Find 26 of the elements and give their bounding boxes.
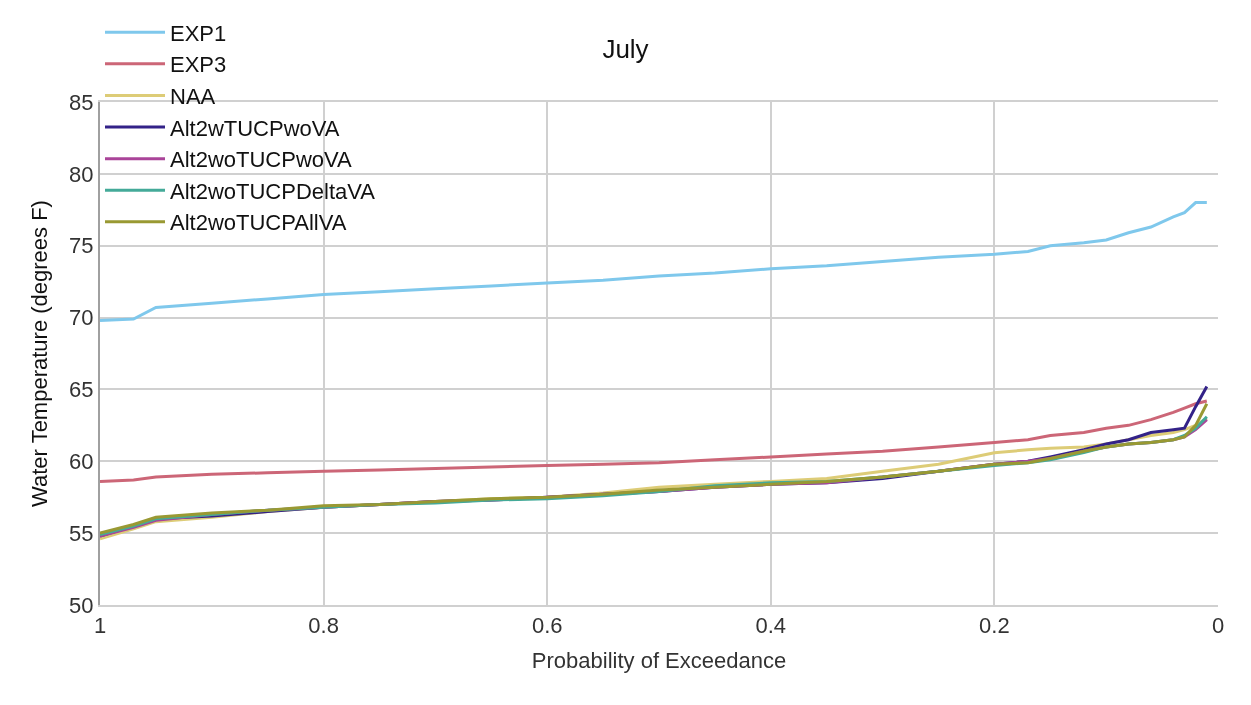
x-axis-title: Probability of Exceedance — [531, 647, 787, 673]
line-series — [100, 201, 1209, 322]
legend-label: Alt2woTUCPwoVA — [170, 147, 353, 173]
x-tick-label: 0 — [1211, 613, 1225, 639]
x-tick-label: 0.6 — [531, 613, 563, 639]
x-tick-label: 1 — [93, 613, 107, 639]
y-tick-label: 70 — [69, 305, 94, 331]
legend-label: Alt2woTUCPAllVA — [170, 210, 347, 236]
legend-label: Alt2wTUCPwoVA — [170, 115, 340, 141]
x-tick-label: 0.8 — [308, 613, 339, 639]
legend-label: Alt2woTUCPDeltaVA — [170, 178, 376, 204]
x-tick-label: 0.4 — [755, 613, 787, 639]
y-tick-label: 60 — [69, 448, 94, 474]
y-tick-label: 80 — [69, 161, 94, 187]
line-series — [100, 399, 1209, 483]
y-tick-label: 50 — [69, 592, 94, 618]
legend-label: EXP3 — [170, 52, 227, 78]
y-tick-label: 65 — [69, 377, 94, 403]
y-tick-label: 85 — [69, 89, 94, 115]
legend-label: NAA — [170, 84, 216, 110]
y-tick-label: 75 — [69, 233, 94, 259]
legend-label: EXP1 — [170, 20, 227, 46]
chart-title: July — [602, 34, 649, 65]
x-tick-label: 0.2 — [979, 613, 1010, 639]
y-tick-label: 55 — [69, 520, 94, 546]
y-axis-title: Water Temperature (degrees F) — [27, 200, 53, 507]
